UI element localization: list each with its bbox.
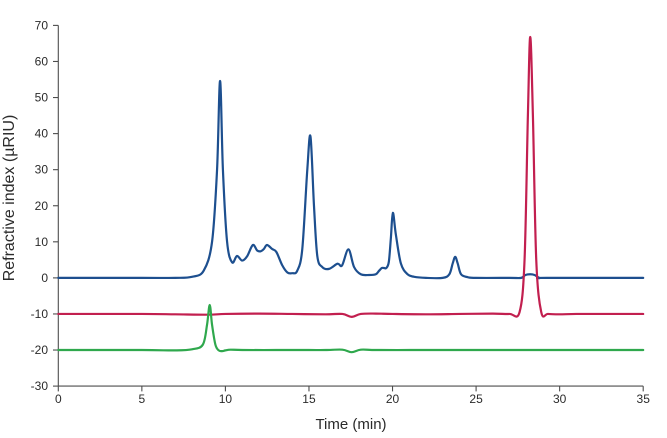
svg-text:50: 50	[35, 91, 49, 105]
svg-text:30: 30	[35, 163, 49, 177]
svg-text:70: 70	[35, 18, 49, 32]
svg-text:Time (min): Time (min)	[315, 416, 386, 433]
svg-text:20: 20	[35, 199, 49, 213]
svg-text:-20: -20	[31, 343, 49, 357]
svg-text:5: 5	[139, 392, 146, 406]
svg-text:15: 15	[302, 392, 316, 406]
svg-text:-10: -10	[31, 307, 49, 321]
svg-text:10: 10	[219, 392, 233, 406]
svg-text:25: 25	[469, 392, 483, 406]
svg-text:30: 30	[553, 392, 567, 406]
svg-text:-30: -30	[31, 379, 49, 393]
svg-text:0: 0	[41, 271, 48, 285]
svg-text:10: 10	[35, 235, 49, 249]
svg-text:20: 20	[386, 392, 400, 406]
svg-text:40: 40	[35, 127, 49, 141]
svg-text:35: 35	[637, 392, 651, 406]
svg-text:0: 0	[55, 392, 62, 406]
svg-text:60: 60	[35, 54, 49, 68]
svg-text:Refractive index (µRIU): Refractive index (µRIU)	[1, 115, 18, 282]
